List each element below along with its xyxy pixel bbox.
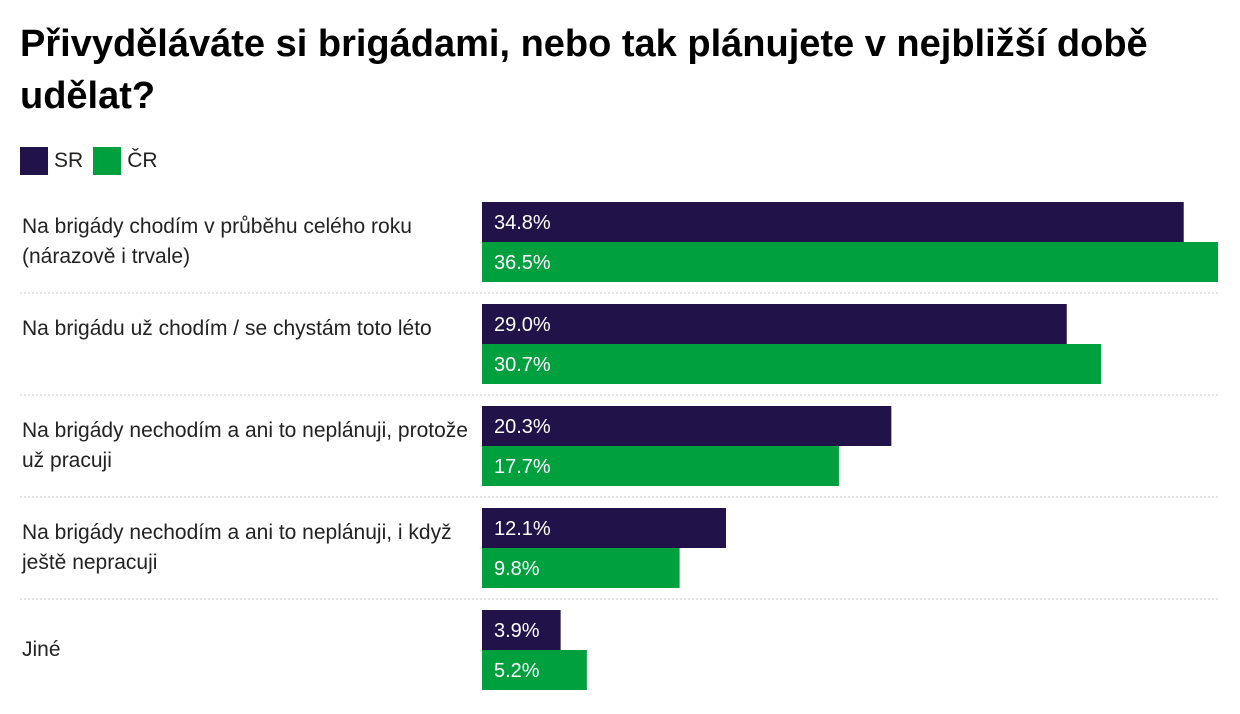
bar-cr xyxy=(482,548,680,588)
data-label: 5.2% xyxy=(494,660,540,682)
legend-item-sr: SR xyxy=(20,147,83,175)
category-label: Na brigády nechodím a ani to neplánuji, … xyxy=(22,521,452,574)
data-label: 17.7% xyxy=(494,456,551,478)
legend-swatch-sr xyxy=(20,147,48,175)
bar-cr xyxy=(482,650,587,690)
bar-sr xyxy=(482,508,726,548)
legend-swatch-cr xyxy=(93,147,122,175)
data-label: 9.8% xyxy=(494,558,540,580)
category-label: Jiné xyxy=(22,638,61,661)
bar-sr xyxy=(482,304,1067,344)
legend-label-cr: ČR xyxy=(127,149,158,172)
data-label: 30.7% xyxy=(494,354,551,376)
chart-title: Přivyděláváte si brigádami, nebo tak plá… xyxy=(20,23,1148,117)
bar-sr xyxy=(482,610,561,650)
legend-item-cr: ČR xyxy=(93,147,158,175)
legend: SR ČR xyxy=(20,146,168,176)
bar-cr xyxy=(482,446,839,486)
data-label: 12.1% xyxy=(494,518,551,540)
legend-label-sr: SR xyxy=(54,149,84,172)
bar-sr xyxy=(482,406,892,446)
data-label: 34.8% xyxy=(494,212,551,234)
data-label: 3.9% xyxy=(494,620,540,642)
data-label: 29.0% xyxy=(494,314,551,336)
data-label: 36.5% xyxy=(494,252,551,274)
bar-cr xyxy=(482,242,1218,282)
bar-cr xyxy=(482,344,1102,384)
category-label: Na brigády chodím v průběhu celého roku … xyxy=(22,215,412,268)
data-label: 20.3% xyxy=(494,416,551,438)
bar-sr xyxy=(482,202,1184,242)
category-label: Na brigády nechodím a ani to neplánuji, … xyxy=(22,419,468,472)
category-label: Na brigádu už chodím / se chystám toto l… xyxy=(22,317,432,340)
